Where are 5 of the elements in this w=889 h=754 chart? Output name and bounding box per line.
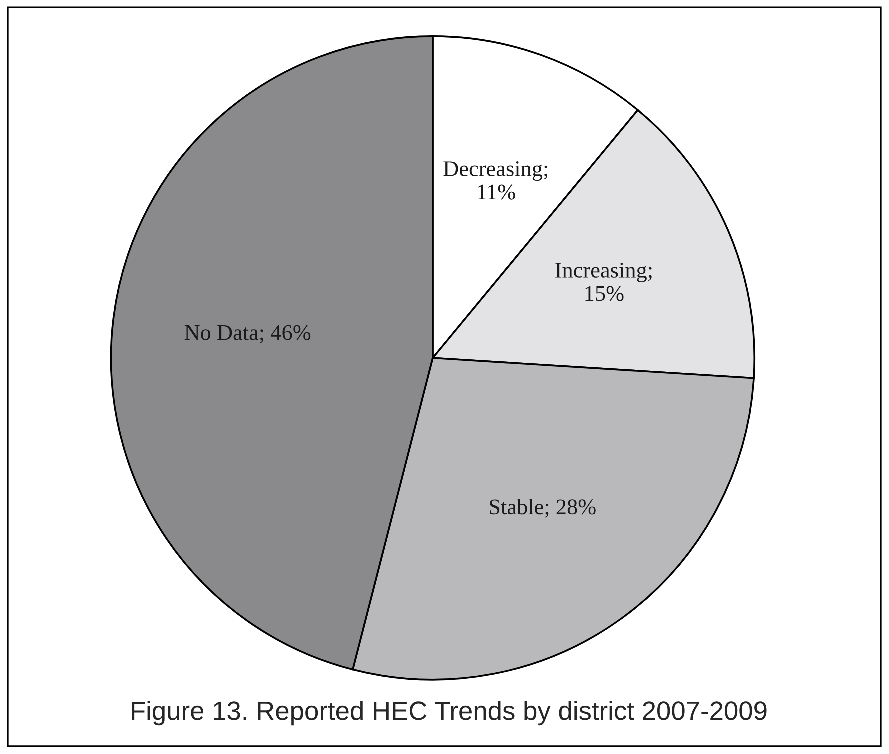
text: Figure 13. Reported HEC Trends by district 2007-2009: [132, 700, 767, 726]
slice-label: Stable; 28%: [490, 499, 596, 518]
slice-label: Decreasing; 11%: [444, 162, 548, 200]
slice-label: No Data; 46%: [184, 325, 311, 344]
slice-label: Increasing; 15%: [556, 262, 652, 302]
